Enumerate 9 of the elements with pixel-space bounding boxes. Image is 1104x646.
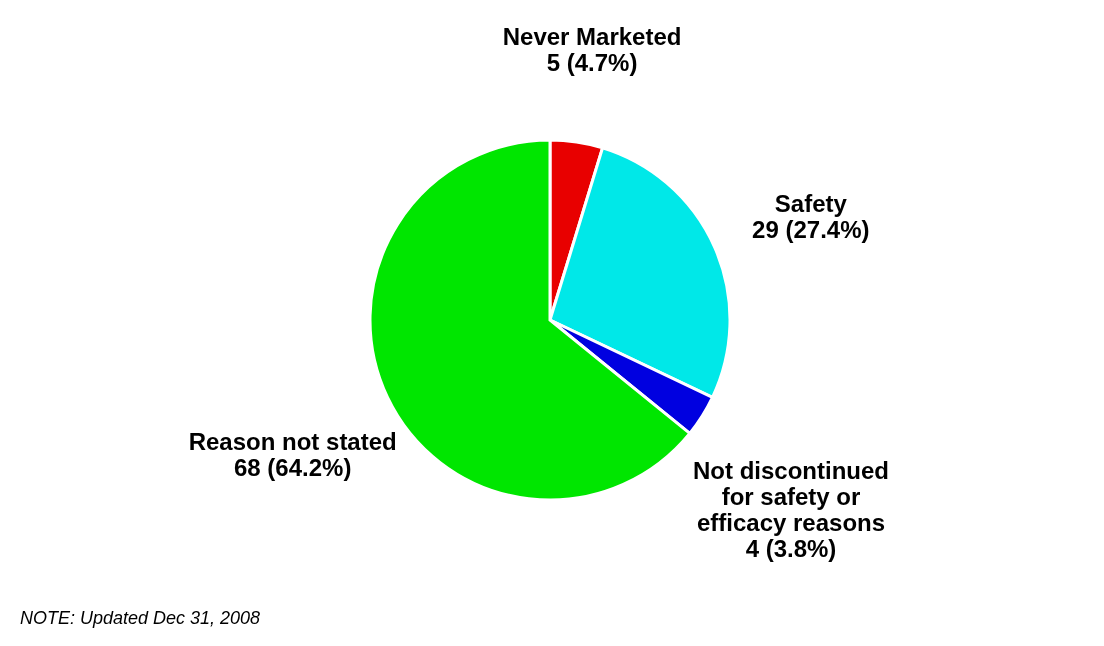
- data-label: 29 (27.4%): [752, 216, 870, 244]
- slice-label: Safety: [774, 190, 848, 218]
- data-label: 5 (4.7%): [546, 49, 638, 77]
- data-label: 68 (64.2%): [234, 453, 352, 481]
- slice-label: Not discontinued for safety or efficacy reasons: [693, 457, 889, 537]
- data-label: 4 (3.8%): [745, 535, 837, 563]
- slice-label: Never Marketed: [502, 23, 682, 51]
- slice-label: Reason not stated: [188, 427, 397, 455]
- text: NOTE: Updated Dec 31, 2008: [20, 608, 261, 628]
